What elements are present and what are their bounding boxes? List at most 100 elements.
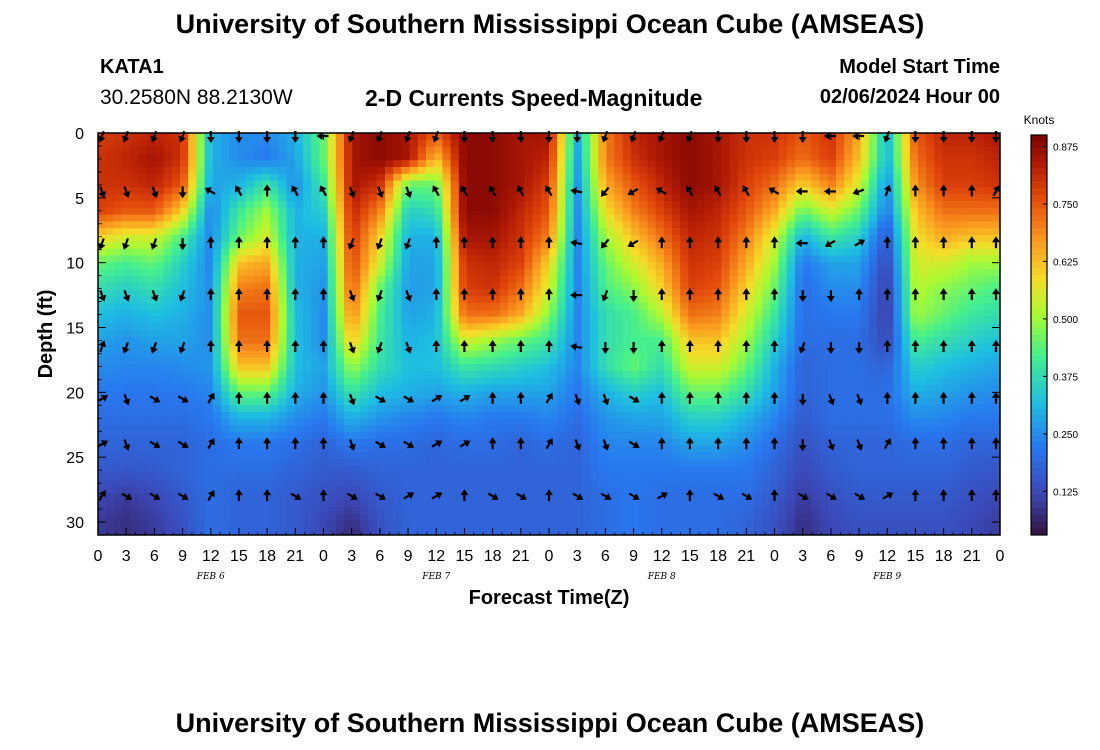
heatmap-cell: [122, 384, 132, 392]
heatmap-cell: [754, 173, 763, 182]
heatmap-cell: [696, 432, 706, 440]
heatmap-cell: [598, 153, 607, 161]
heatmap-cell: [483, 289, 493, 297]
heatmap-cell: [565, 405, 575, 413]
heatmap-cell: [959, 350, 968, 358]
heatmap-cell: [475, 425, 484, 433]
heatmap-cell: [819, 337, 829, 345]
heatmap-cell: [778, 221, 788, 229]
heatmap-cell: [836, 235, 845, 243]
heatmap-cell: [360, 330, 370, 338]
heatmap-cell: [639, 139, 648, 148]
heatmap-cell: [950, 139, 960, 148]
heatmap-cell: [647, 248, 657, 256]
heatmap-cell: [139, 282, 148, 290]
heatmap-cell: [778, 255, 788, 263]
heatmap-cell: [860, 411, 870, 420]
heatmap-cell: [122, 167, 132, 175]
heatmap-cell: [663, 384, 673, 392]
heatmap-cell: [426, 371, 435, 379]
heatmap-cell: [860, 309, 870, 318]
heatmap-cell: [229, 316, 238, 324]
heatmap-cell: [901, 282, 911, 290]
heatmap-cell: [270, 303, 279, 311]
heatmap-cell: [581, 228, 591, 236]
heatmap-cell: [180, 384, 189, 392]
heatmap-cell: [171, 275, 181, 284]
heatmap-cell: [688, 398, 698, 406]
heatmap-cell: [442, 194, 452, 202]
heatmap-cell: [991, 255, 1000, 263]
heatmap-cell: [262, 316, 271, 324]
heatmap-cell: [163, 221, 173, 229]
heatmap-cell: [475, 303, 484, 311]
heatmap-cell: [253, 214, 263, 222]
heatmap-cell: [155, 187, 165, 195]
heatmap-cell: [803, 330, 812, 338]
heatmap-cell: [950, 194, 960, 202]
heatmap-cell: [877, 248, 886, 256]
heatmap-cell: [631, 343, 640, 352]
heatmap-cell: [401, 384, 411, 392]
heatmap-cell: [909, 167, 919, 175]
heatmap-cell: [819, 248, 829, 256]
heatmap-cell: [721, 241, 730, 250]
heatmap-cell: [270, 241, 279, 250]
heatmap-cell: [696, 391, 706, 399]
heatmap-cell: [426, 139, 435, 148]
heatmap-cell: [639, 153, 648, 161]
heatmap-cell: [852, 228, 862, 236]
heatmap-cell: [532, 187, 542, 195]
heatmap-cell: [532, 207, 542, 216]
heatmap-cell: [819, 221, 829, 229]
heatmap-cell: [335, 207, 345, 216]
heatmap-cell: [770, 357, 780, 365]
heatmap-cell: [171, 411, 181, 420]
heatmap-cell: [959, 282, 968, 290]
heatmap-cell: [811, 303, 821, 311]
heatmap-cell: [655, 248, 665, 256]
heatmap-cell: [762, 221, 771, 229]
heatmap-cell: [253, 371, 263, 379]
heatmap-cell: [770, 323, 780, 331]
heatmap-cell: [204, 167, 214, 175]
heatmap-cell: [639, 241, 648, 250]
heatmap-cell: [417, 153, 427, 161]
heatmap-cell: [221, 371, 230, 379]
heatmap-cell: [836, 207, 845, 216]
heatmap-cell: [672, 377, 681, 386]
heatmap-cell: [860, 214, 870, 222]
heatmap-cell: [770, 146, 780, 154]
heatmap-cell: [188, 357, 197, 365]
heatmap-cell: [827, 316, 837, 324]
heatmap-cell: [811, 194, 821, 202]
heatmap-cell: [909, 228, 919, 236]
heatmap-cell: [614, 139, 624, 148]
heatmap-cell: [983, 248, 993, 256]
heatmap-cell: [581, 432, 591, 440]
heatmap-cell: [959, 241, 968, 250]
heatmap-cell: [508, 160, 517, 168]
heatmap-cell: [409, 296, 419, 304]
heatmap-cell: [245, 275, 255, 284]
heatmap-cell: [950, 133, 960, 141]
heatmap-cell: [967, 248, 976, 256]
heatmap-cell: [663, 262, 673, 270]
heatmap-cell: [442, 146, 452, 154]
heatmap-cell: [245, 398, 255, 406]
heatmap-cell: [426, 350, 435, 358]
heatmap-cell: [959, 398, 968, 406]
heatmap-cell: [549, 398, 558, 406]
heatmap-cell: [262, 405, 271, 413]
heatmap-cell: [294, 343, 304, 352]
heatmap-cell: [688, 167, 698, 175]
heatmap-cell: [901, 146, 911, 154]
heatmap-cell: [467, 405, 476, 413]
heatmap-cell: [368, 405, 378, 413]
heatmap-cell: [303, 180, 312, 188]
heatmap-cell: [450, 214, 460, 222]
heatmap-cell: [745, 432, 755, 440]
heatmap-cell: [286, 201, 296, 209]
heatmap-cell: [893, 262, 903, 270]
heatmap-cell: [171, 330, 181, 338]
